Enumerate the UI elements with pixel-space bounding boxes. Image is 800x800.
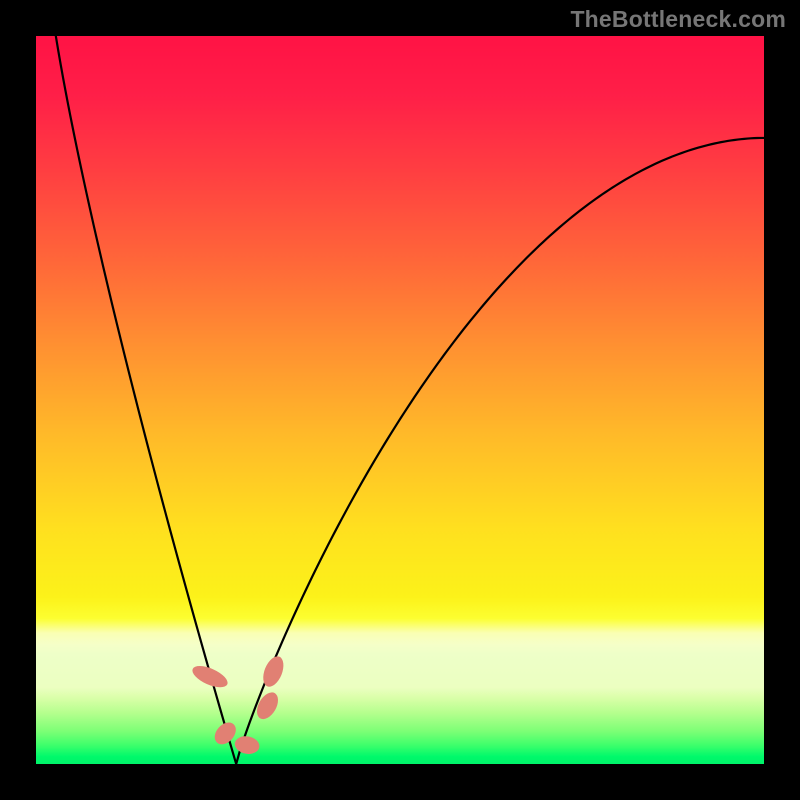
v-curve-path — [49, 0, 764, 764]
watermark-text: TheBottleneck.com — [570, 6, 786, 33]
curve-marker — [189, 662, 230, 692]
curve-markers — [189, 653, 287, 755]
plot-area — [36, 36, 764, 764]
v-curve-svg — [36, 36, 764, 764]
curve-marker — [233, 734, 260, 756]
curve-marker — [253, 689, 283, 723]
chart-frame: TheBottleneck.com — [0, 0, 800, 800]
